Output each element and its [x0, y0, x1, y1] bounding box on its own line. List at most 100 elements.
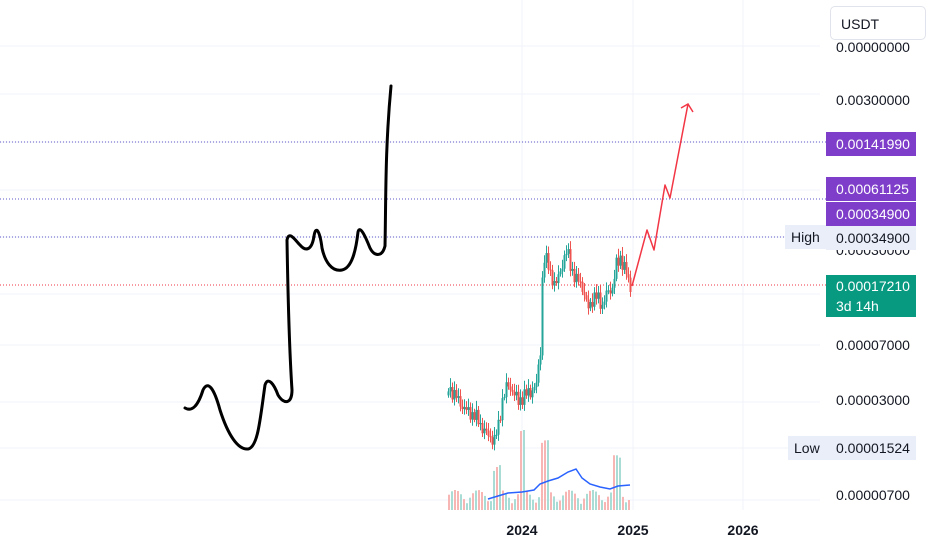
- candle-body: [535, 382, 538, 388]
- volume-bar: [508, 497, 510, 510]
- time-axis[interactable]: 2024 2025 2026: [506, 522, 758, 538]
- y-tick-label: 0.00000000: [836, 39, 910, 55]
- candle-body: [549, 269, 552, 271]
- candle-body: [501, 398, 504, 421]
- candle-body: [493, 435, 496, 445]
- candle-body: [489, 435, 492, 438]
- volume-bar: [628, 499, 630, 510]
- volume-bar: [541, 442, 543, 510]
- candle-body: [595, 292, 598, 299]
- candle-body: [593, 292, 596, 307]
- volume-bar: [487, 501, 489, 510]
- volume-bar: [499, 465, 501, 510]
- volume-bar: [598, 495, 600, 510]
- candle-body: [503, 397, 506, 399]
- candle-body: [515, 391, 518, 396]
- price-axis[interactable]: 0.00000000 0.00300000 0.00007000 0.00003000…: [836, 39, 910, 503]
- candle-body: [615, 257, 618, 279]
- candle-body: [523, 389, 526, 405]
- volume-bar: [583, 498, 585, 510]
- candle-body: [581, 281, 584, 292]
- candle-body: [483, 428, 486, 434]
- level-tag: 0.00141990: [826, 132, 916, 156]
- candle-body: [495, 434, 498, 436]
- candle-body: [603, 301, 606, 305]
- candle-body: [497, 419, 500, 435]
- volume-bar: [604, 502, 606, 510]
- candle-body: [467, 407, 470, 410]
- candle-body: [479, 423, 482, 425]
- candle-body: [451, 387, 454, 400]
- candle-body: [475, 409, 478, 420]
- current-price-value: 0.00017210: [836, 278, 910, 294]
- candle-body: [541, 277, 544, 356]
- candle-body: [477, 409, 480, 425]
- low-value-tag: 0.00001524: [826, 436, 916, 460]
- y-tick-label: 0.00300000: [836, 92, 910, 108]
- candle-body: [555, 280, 558, 284]
- volume-bar: [520, 431, 522, 510]
- candle-body: [513, 391, 516, 396]
- candle-body: [625, 262, 628, 275]
- volume-bar: [544, 440, 546, 510]
- candle-body: [609, 290, 612, 294]
- volume-bar: [454, 490, 456, 510]
- currency-selector[interactable]: USDT: [830, 6, 926, 40]
- candle-body: [527, 388, 530, 396]
- projection-arrow: [631, 103, 689, 287]
- volume-bar: [448, 494, 450, 510]
- volume-bar: [607, 496, 609, 510]
- candle-body: [457, 396, 460, 398]
- volume-bar: [550, 492, 552, 510]
- volume-bar: [589, 490, 591, 510]
- candle-body: [607, 290, 610, 292]
- candle-body: [517, 391, 520, 405]
- high-label: High: [785, 225, 826, 249]
- volume-bar: [616, 455, 618, 510]
- x-tick-label: 2024: [506, 522, 537, 538]
- candle-body: [627, 274, 630, 278]
- candle-body: [587, 299, 590, 309]
- candle-body: [509, 386, 512, 390]
- volume-bar: [622, 496, 624, 510]
- candle-body: [617, 257, 620, 266]
- candle-body: [611, 287, 614, 294]
- volume-bar: [577, 498, 579, 510]
- candle-body: [561, 268, 564, 272]
- candle-body: [529, 388, 532, 398]
- candle-body: [619, 255, 622, 266]
- candle-body: [597, 292, 600, 299]
- candle-body: [491, 437, 494, 445]
- candle-body: [599, 292, 602, 309]
- volume-bar: [625, 502, 627, 510]
- volume-bar: [460, 494, 462, 510]
- volume-bar: [580, 503, 582, 510]
- candle-body: [459, 396, 462, 407]
- volume-bar: [571, 490, 573, 510]
- candle-body: [543, 262, 546, 278]
- candle-body: [623, 262, 626, 270]
- candle-body: [471, 412, 474, 420]
- candle-body: [507, 382, 510, 387]
- candle-body: [553, 280, 556, 286]
- candle-body: [613, 278, 616, 288]
- volume-bar: [568, 490, 570, 510]
- candle-body: [545, 253, 548, 263]
- candle-body: [465, 407, 468, 410]
- volume-bar: [502, 490, 504, 510]
- candle-body: [567, 249, 570, 254]
- bar-countdown: 3d 14h: [836, 298, 879, 314]
- volume-bar: [613, 455, 615, 510]
- candle-body: [605, 290, 608, 302]
- candle-body: [525, 389, 528, 396]
- candle-body: [521, 397, 524, 405]
- volume-bar: [475, 490, 477, 510]
- candle-body: [569, 249, 572, 271]
- volume-bar: [523, 430, 525, 510]
- x-tick-label: 2026: [727, 522, 758, 538]
- candle-body: [583, 291, 586, 296]
- volume-bar: [595, 491, 597, 510]
- volume-bar: [517, 494, 519, 510]
- y-tick-label: 0.00007000: [836, 337, 910, 353]
